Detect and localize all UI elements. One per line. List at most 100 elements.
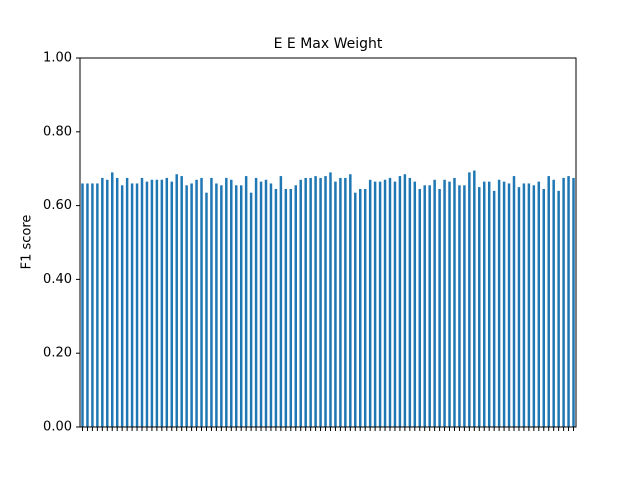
bar [269, 183, 273, 427]
bar [383, 179, 387, 427]
bar [478, 187, 481, 427]
bar [289, 188, 293, 427]
bar [329, 172, 332, 427]
bar [393, 181, 397, 427]
bar [433, 179, 436, 427]
bar [542, 188, 545, 427]
bar [344, 177, 347, 427]
bar [130, 183, 134, 427]
bar [195, 179, 198, 427]
bar [359, 188, 362, 427]
bar [120, 185, 124, 427]
bar [334, 181, 337, 427]
bar [492, 190, 496, 427]
bar [180, 176, 183, 427]
bar [140, 177, 144, 427]
bar [423, 185, 426, 427]
bar [324, 176, 327, 427]
bar [413, 181, 417, 427]
bar [249, 192, 253, 427]
bar [368, 179, 372, 427]
bar [443, 179, 446, 427]
bar [254, 177, 258, 427]
y-tick-label: 0.00 [43, 420, 72, 435]
bar [225, 177, 228, 427]
bar [497, 179, 501, 427]
chart-title: E E Max Weight [274, 36, 383, 52]
bar [567, 176, 570, 427]
bar [512, 176, 516, 427]
bar [175, 174, 178, 427]
bar [145, 181, 149, 427]
bar [244, 176, 248, 427]
bar [101, 177, 104, 427]
bar [279, 176, 283, 427]
bar [507, 183, 511, 427]
bar [522, 183, 526, 427]
bar [458, 185, 461, 427]
bar [205, 192, 208, 427]
y-tick-label: 1.00 [43, 51, 72, 66]
bar [552, 179, 555, 427]
bar [220, 185, 223, 427]
bar [388, 177, 392, 427]
bar [463, 185, 466, 427]
bar [190, 183, 193, 427]
bar [106, 179, 109, 427]
bar [96, 183, 99, 427]
bar [418, 188, 421, 427]
bar [115, 177, 119, 427]
y-tick-label: 0.80 [43, 124, 72, 139]
bar [200, 177, 203, 427]
bar [403, 174, 407, 427]
bar [527, 183, 531, 427]
bar [235, 185, 238, 427]
bar [230, 179, 233, 427]
bar [215, 183, 218, 427]
bar [398, 176, 402, 427]
bar [373, 181, 377, 427]
bar [557, 190, 560, 427]
bar [155, 179, 159, 427]
bar [274, 188, 278, 427]
bar [314, 176, 317, 427]
bar [339, 177, 342, 427]
bar [210, 177, 213, 427]
y-axis-label: F1 score [20, 215, 35, 270]
bar [562, 177, 565, 427]
bar [160, 179, 164, 427]
bar [165, 177, 169, 427]
bar [517, 187, 521, 427]
bar [135, 183, 139, 427]
bar [349, 174, 352, 427]
bar [354, 192, 357, 427]
plot-frame [79, 57, 577, 428]
bar [170, 181, 173, 427]
bar [111, 172, 114, 427]
bar [150, 179, 154, 427]
bar [473, 170, 476, 428]
bar [309, 177, 312, 427]
bar [86, 183, 89, 427]
bar [428, 185, 431, 427]
bar [483, 181, 486, 427]
y-tick-label: 0.40 [43, 272, 72, 287]
bar [378, 181, 382, 427]
y-tick-label: 0.20 [43, 346, 72, 361]
bar [299, 179, 302, 427]
bar [185, 185, 188, 427]
bar [537, 181, 541, 427]
bar [532, 185, 536, 427]
bar [438, 188, 441, 427]
bar [487, 181, 491, 427]
y-tick-label: 0.60 [43, 198, 72, 213]
bar [284, 188, 288, 427]
bar [239, 185, 243, 427]
bar [547, 176, 550, 427]
bar [319, 177, 322, 427]
bar [259, 181, 263, 427]
bar [468, 172, 471, 427]
bar [363, 188, 367, 427]
bar [572, 177, 575, 427]
